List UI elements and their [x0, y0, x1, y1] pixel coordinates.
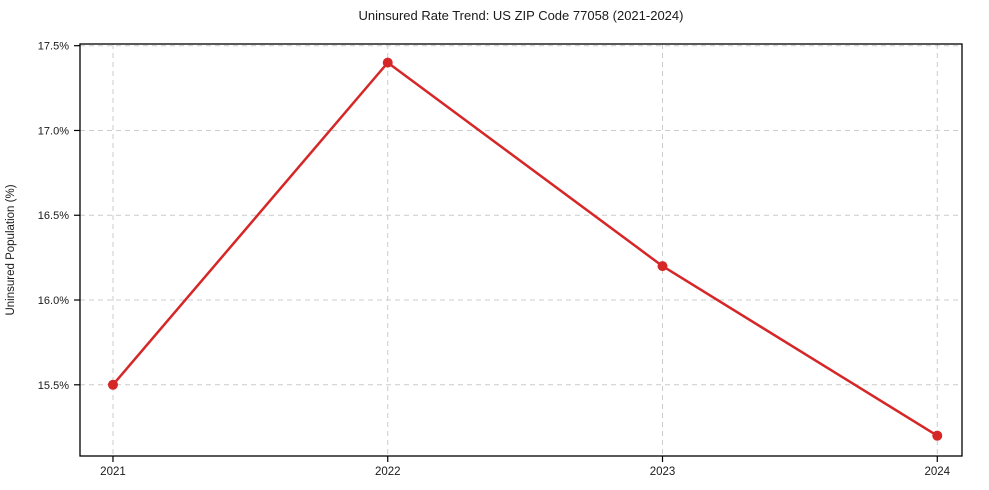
y-tick-label: 16.0%: [38, 295, 69, 307]
data-point: [382, 57, 393, 68]
x-tick-label: 2022: [375, 466, 401, 478]
data-point: [107, 379, 118, 390]
data-point: [657, 261, 668, 272]
y-axis-label: Uninsured Population (%): [5, 184, 17, 315]
data-point: [932, 430, 943, 441]
y-tick-label: 16.5%: [38, 210, 69, 222]
grid-layer: [80, 44, 962, 456]
x-tick-label: 2023: [650, 466, 676, 478]
x-tick-label: 2021: [100, 466, 126, 478]
y-tick-label: 17.0%: [38, 125, 69, 137]
trend-line: [111, 61, 939, 437]
y-tick-label: 17.5%: [38, 41, 69, 53]
series-layer: [107, 57, 943, 441]
chart-title: Uninsured Rate Trend: US ZIP Code 77058 …: [358, 8, 684, 23]
x-tick-label: 2024: [924, 466, 950, 478]
plot-border: [79, 43, 963, 457]
y-tick-label: 15.5%: [38, 380, 69, 392]
axes-layer: 15.5% 16.0% 16.5% 17.0% 17.5% 2021 2022 2023 202…: [38, 41, 963, 478]
